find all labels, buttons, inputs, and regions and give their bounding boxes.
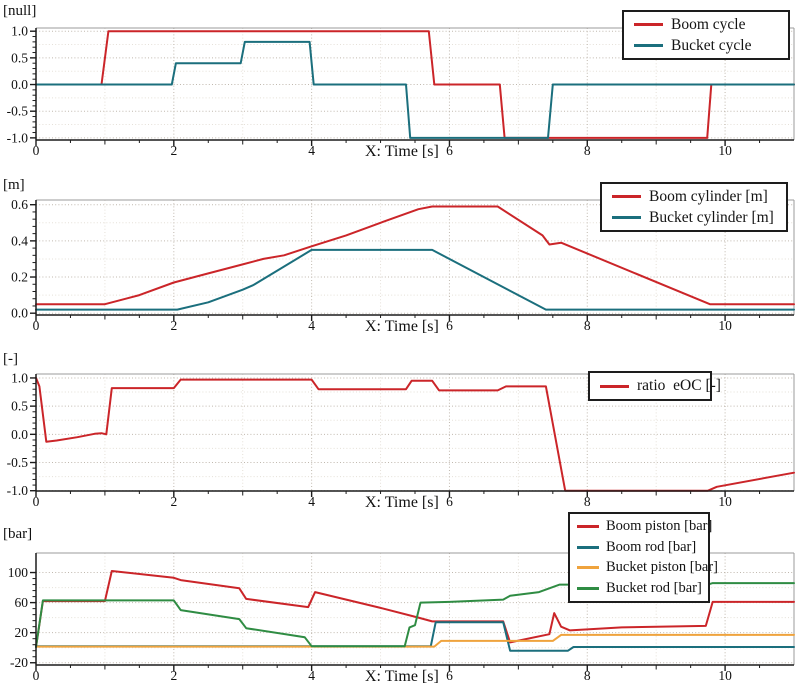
y-tick-label: 0.2 (11, 270, 28, 285)
series-line-bucket-piston-bar (35, 633, 795, 648)
series-line-bucket-cylinder-m (35, 248, 795, 311)
x-tick-label: 2 (170, 143, 177, 158)
y-tick-label: -1.0 (7, 483, 29, 498)
x-tick-label: 10 (718, 318, 732, 333)
legend-pressures: Boom piston [bar] Boom rod [bar] Bucket … (568, 512, 718, 603)
legend-line-swatch-blue (577, 545, 599, 549)
legend-line-swatch-red (612, 195, 641, 198)
legend-cycles: Boom cycle Bucket cycle (622, 10, 790, 60)
legend-item-bucket-rod: Bucket rod [bar] (577, 578, 704, 599)
x-tick-label: 6 (446, 318, 453, 333)
x-tick-label: 8 (584, 318, 591, 333)
x-tick-label: 8 (584, 143, 591, 158)
series-line-ratio-eoc (35, 376, 795, 492)
x-tick-label: 10 (718, 668, 732, 683)
x-tick-label: 0 (33, 668, 40, 683)
legend-label: Bucket cylinder [m] (649, 208, 774, 226)
y-tick-label: 0.5 (11, 399, 28, 414)
x-axis-title-3: X: Time [s] (364, 494, 443, 512)
y-unit-label-bar: [bar] (3, 526, 33, 542)
x-tick-label: 10 (718, 143, 732, 158)
legend-line-swatch-red (577, 524, 599, 528)
x-tick-label: 6 (446, 494, 453, 509)
legend-label: Boom piston [bar] (606, 517, 713, 534)
series-line-bucket-rod-bar (35, 582, 795, 648)
legend-line-swatch-red (600, 384, 629, 388)
y-tick-label: 0.0 (11, 77, 28, 92)
series-line-boom-cycle (35, 30, 795, 139)
x-tick-label: 4 (308, 668, 315, 683)
x-tick-label: 8 (584, 668, 591, 683)
x-axis-title-4: X: Time [s] (364, 668, 443, 686)
y-tick-label: 100 (8, 565, 29, 580)
y-unit-label-null: [null] (3, 3, 37, 19)
y-tick-label: -0.5 (7, 104, 29, 119)
legend-label: Boom cylinder [m] (649, 187, 768, 205)
x-tick-label: 0 (33, 318, 40, 333)
y-tick-label: -1.0 (7, 130, 29, 145)
x-tick-label: 8 (584, 494, 591, 509)
x-axis-title-2: X: Time [s] (364, 318, 443, 336)
legend-line-swatch-orange (577, 566, 599, 570)
y-tick-label: 1.0 (11, 24, 28, 39)
x-tick-label: 0 (33, 143, 40, 158)
x-tick-label: 10 (718, 494, 732, 509)
x-tick-label: 6 (446, 143, 453, 158)
series-line-bucket-cycle (35, 40, 795, 139)
y-tick-label: 0.4 (11, 233, 28, 248)
legend-label: Bucket rod [bar] (606, 580, 702, 597)
legend-line-swatch-red (634, 23, 663, 26)
series-line-boom-rod-bar (35, 621, 795, 652)
x-tick-label: 2 (170, 668, 177, 683)
y-tick-label: 0.5 (11, 50, 28, 65)
y-tick-label: 0.0 (11, 306, 28, 321)
x-tick-label: 4 (308, 318, 315, 333)
legend-cylinders: Boom cylinder [m] Bucket cylinder [m] (600, 182, 788, 232)
chart-cycles-plot: -1.0 -0.5 0.0 0.5 1.0 0 2 4 6 8 10 (7, 24, 795, 158)
legend-item-boom-cycle: Boom cycle (634, 14, 784, 35)
legend-label: Boom cycle (671, 15, 746, 33)
y-unit-label-m: [m] (3, 177, 25, 193)
legend-label: ratio eOC [-] (637, 377, 721, 394)
y-tick-label: 20 (15, 625, 29, 640)
y-tick-label: -0.5 (7, 455, 29, 470)
y-tick-label: -20 (10, 655, 28, 670)
x-tick-label: 2 (170, 318, 177, 333)
x-tick-label: 2 (170, 494, 177, 509)
legend-label: Bucket cycle (671, 36, 752, 54)
series-line-boom-cylinder-m (35, 205, 795, 306)
legend-line-swatch-green (577, 587, 599, 591)
x-tick-label: 4 (308, 494, 315, 509)
legend-item-boom-rod: Boom rod [bar] (577, 537, 704, 558)
y-unit-label-ratio: [-] (3, 351, 18, 367)
y-tick-label: 0.6 (11, 197, 28, 212)
legend-item-bucket-piston: Bucket piston [bar] (577, 558, 718, 579)
y-tick-label: 1.0 (11, 370, 28, 385)
legend-item-bucket-cylinder: Bucket cylinder [m] (612, 207, 782, 228)
series-line-boom-piston-bar (35, 570, 795, 648)
x-tick-label: 0 (33, 494, 40, 509)
legend-line-swatch-teal (634, 44, 663, 47)
legend-item-boom-piston: Boom piston [bar] (577, 516, 712, 537)
legend-ratio: ratio eOC [-] (588, 371, 721, 401)
legend-label: Bucket piston [bar] (606, 559, 718, 576)
legend-item-bucket-cycle: Bucket cycle (634, 35, 784, 56)
x-tick-label: 6 (446, 668, 453, 683)
legend-label: Boom rod [bar] (606, 538, 697, 555)
legend-item-boom-cylinder: Boom cylinder [m] (612, 186, 782, 207)
y-tick-label: 60 (15, 595, 29, 610)
y-tick-label: 0.0 (11, 427, 28, 442)
legend-item-ratio-eoc: ratio eOC [-] (600, 375, 721, 397)
x-axis-title-1: X: Time [s] (364, 143, 443, 161)
x-tick-label: 4 (308, 143, 315, 158)
legend-line-swatch-teal (612, 216, 641, 219)
chart-pressures-plot: -20 20 60 100 0 2 4 6 8 10 (8, 552, 795, 683)
